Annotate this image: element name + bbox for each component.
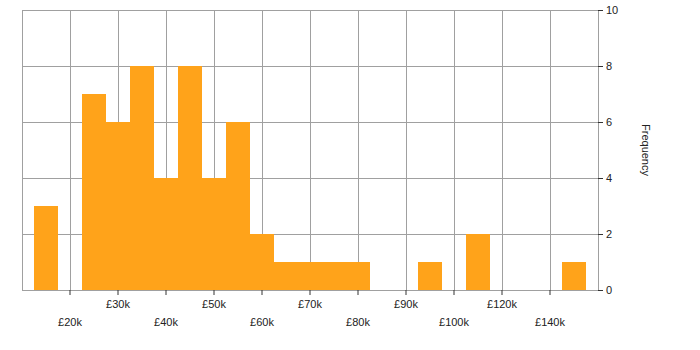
- bars: [34, 66, 586, 290]
- bar: [442, 290, 466, 291]
- x-tick: £120k: [487, 290, 517, 310]
- y-tick-mark: [598, 122, 603, 123]
- x-tick-label: £50k: [202, 298, 226, 310]
- x-tick-mark: [550, 290, 551, 295]
- x-grid-line: [550, 10, 551, 290]
- x-tick-label: £70k: [298, 298, 322, 310]
- x-tick: £90k: [394, 290, 418, 310]
- grid: [22, 10, 598, 290]
- x-tick: £50k: [202, 290, 226, 310]
- x-grid-line: [70, 10, 71, 290]
- bar: [274, 262, 298, 290]
- x-tick-mark: [70, 290, 71, 295]
- y-tick: 8: [598, 60, 612, 72]
- x-tick-label: £30k: [106, 298, 130, 310]
- bar: [202, 178, 226, 290]
- y-tick-label: 0: [606, 284, 612, 296]
- bar: [154, 178, 178, 290]
- y-tick-label: 2: [606, 228, 612, 240]
- x-tick: £70k: [298, 290, 322, 310]
- y-tick-label: 6: [606, 116, 612, 128]
- y-tick-mark: [598, 290, 603, 291]
- y-tick-label: 10: [606, 4, 618, 16]
- x-tick: £80k: [346, 290, 370, 328]
- x-tick-mark: [118, 290, 119, 295]
- y-axis-title: Frequency: [640, 124, 652, 176]
- x-tick-mark: [214, 290, 215, 295]
- bar: [346, 262, 370, 290]
- x-tick-mark: [310, 290, 311, 295]
- x-tick-mark: [262, 290, 263, 295]
- bar: [490, 290, 514, 291]
- bar: [58, 290, 82, 291]
- y-tick-mark: [598, 178, 603, 179]
- y-tick-mark: [598, 10, 603, 11]
- bar: [178, 66, 202, 290]
- x-tick: £30k: [106, 290, 130, 310]
- x-tick-mark: [502, 290, 503, 295]
- x-tick-label: £80k: [346, 316, 370, 328]
- x-grid-line: [358, 10, 359, 290]
- plot-frame: [22, 10, 598, 290]
- y-tick-label: 8: [606, 60, 612, 72]
- x-tick-label: £140k: [535, 316, 565, 328]
- x-tick: £40k: [154, 290, 178, 328]
- x-tick-label: £120k: [487, 298, 517, 310]
- y-tick: 6: [598, 116, 612, 128]
- x-tick-mark: [406, 290, 407, 295]
- bar: [538, 290, 562, 291]
- x-axis: £20k £30k £40k £50k £60k £70k £80k £90k £100k £12…: [23, 290, 599, 328]
- y-tick: 0: [598, 284, 612, 296]
- bar: [322, 262, 346, 290]
- x-tick-mark: [454, 290, 455, 295]
- bar: [562, 262, 586, 290]
- bar: [250, 234, 274, 290]
- y-tick: 10: [598, 4, 618, 16]
- x-tick-label: £40k: [154, 316, 178, 328]
- bar: [466, 234, 490, 290]
- x-tick-label: £100k: [439, 316, 469, 328]
- bar: [394, 290, 418, 291]
- x-tick-label: £60k: [250, 316, 274, 328]
- x-tick: £140k: [535, 290, 565, 328]
- bar: [82, 94, 106, 290]
- bar: [106, 122, 130, 290]
- x-grid-line: [310, 10, 311, 290]
- x-tick: £100k: [439, 290, 469, 328]
- x-grid-line: [406, 10, 407, 290]
- x-tick: £20k: [58, 290, 82, 328]
- bar: [514, 290, 538, 291]
- x-tick-label: £20k: [58, 316, 82, 328]
- y-tick-mark: [598, 234, 603, 235]
- y-tick-mark: [598, 66, 603, 67]
- y-tick: 2: [598, 228, 612, 240]
- x-tick-label: £90k: [394, 298, 418, 310]
- x-tick: £60k: [250, 290, 274, 328]
- bar: [226, 122, 250, 290]
- x-grid-line: [502, 10, 503, 290]
- y-tick: 4: [598, 172, 612, 184]
- bar: [418, 262, 442, 290]
- y-axis: 0 2 4 6 8 10: [598, 4, 618, 296]
- x-grid-line: [454, 10, 455, 290]
- bar: [370, 290, 394, 291]
- chart: £20k £30k £40k £50k £60k £70k £80k £90k £100k £12…: [0, 0, 700, 350]
- x-tick-mark: [358, 290, 359, 295]
- bar: [34, 206, 58, 290]
- y-axis-line: [598, 11, 599, 291]
- y-tick-label: 4: [606, 172, 612, 184]
- bar: [130, 66, 154, 290]
- x-tick-mark: [166, 290, 167, 295]
- bar: [298, 262, 322, 290]
